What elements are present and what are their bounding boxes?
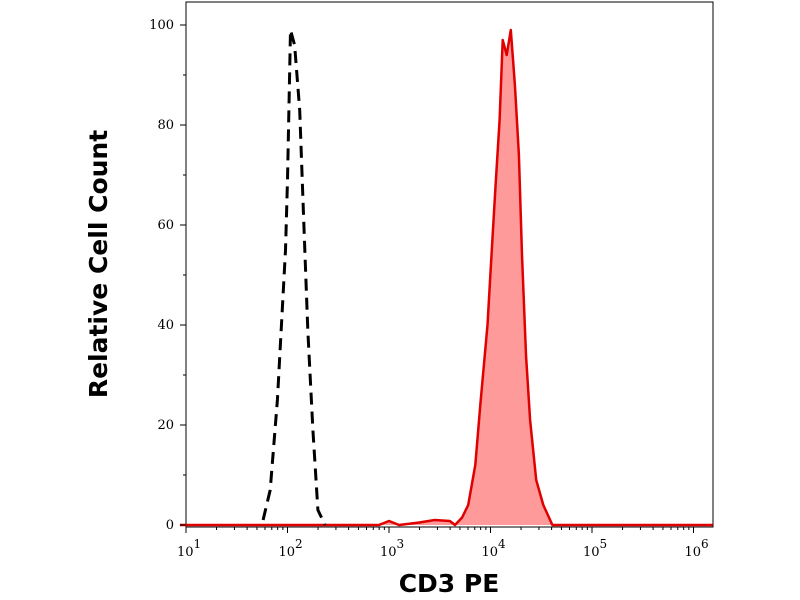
x-tick-label: 102 <box>279 537 303 560</box>
series-fill <box>179 30 713 525</box>
y-tick-label: 0 <box>166 518 174 533</box>
x-tick-label: 103 <box>380 537 404 560</box>
x-tick-label: 101 <box>177 537 201 560</box>
y-axis-label: Relative Cell Count <box>84 130 113 398</box>
axes-layer: 101 102 103 104 105 106 0 20 40 60 80 100 <box>149 18 709 560</box>
y-tick-label: 20 <box>157 418 174 433</box>
y-tick-label: 40 <box>157 318 174 333</box>
x-axis-label: CD3 PE <box>399 569 500 598</box>
series-line-control <box>261 28 327 526</box>
y-tick-label: 100 <box>149 18 174 33</box>
plot-frame <box>185 1 714 528</box>
x-tick-label: 105 <box>583 537 607 560</box>
y-tick-label: 80 <box>157 118 174 133</box>
x-tick-label: 104 <box>482 537 507 560</box>
x-tick-label: 106 <box>685 537 709 560</box>
series-layer <box>179 28 713 527</box>
series-line-cd3-pe <box>179 28 713 527</box>
y-tick-label: 60 <box>157 218 174 233</box>
